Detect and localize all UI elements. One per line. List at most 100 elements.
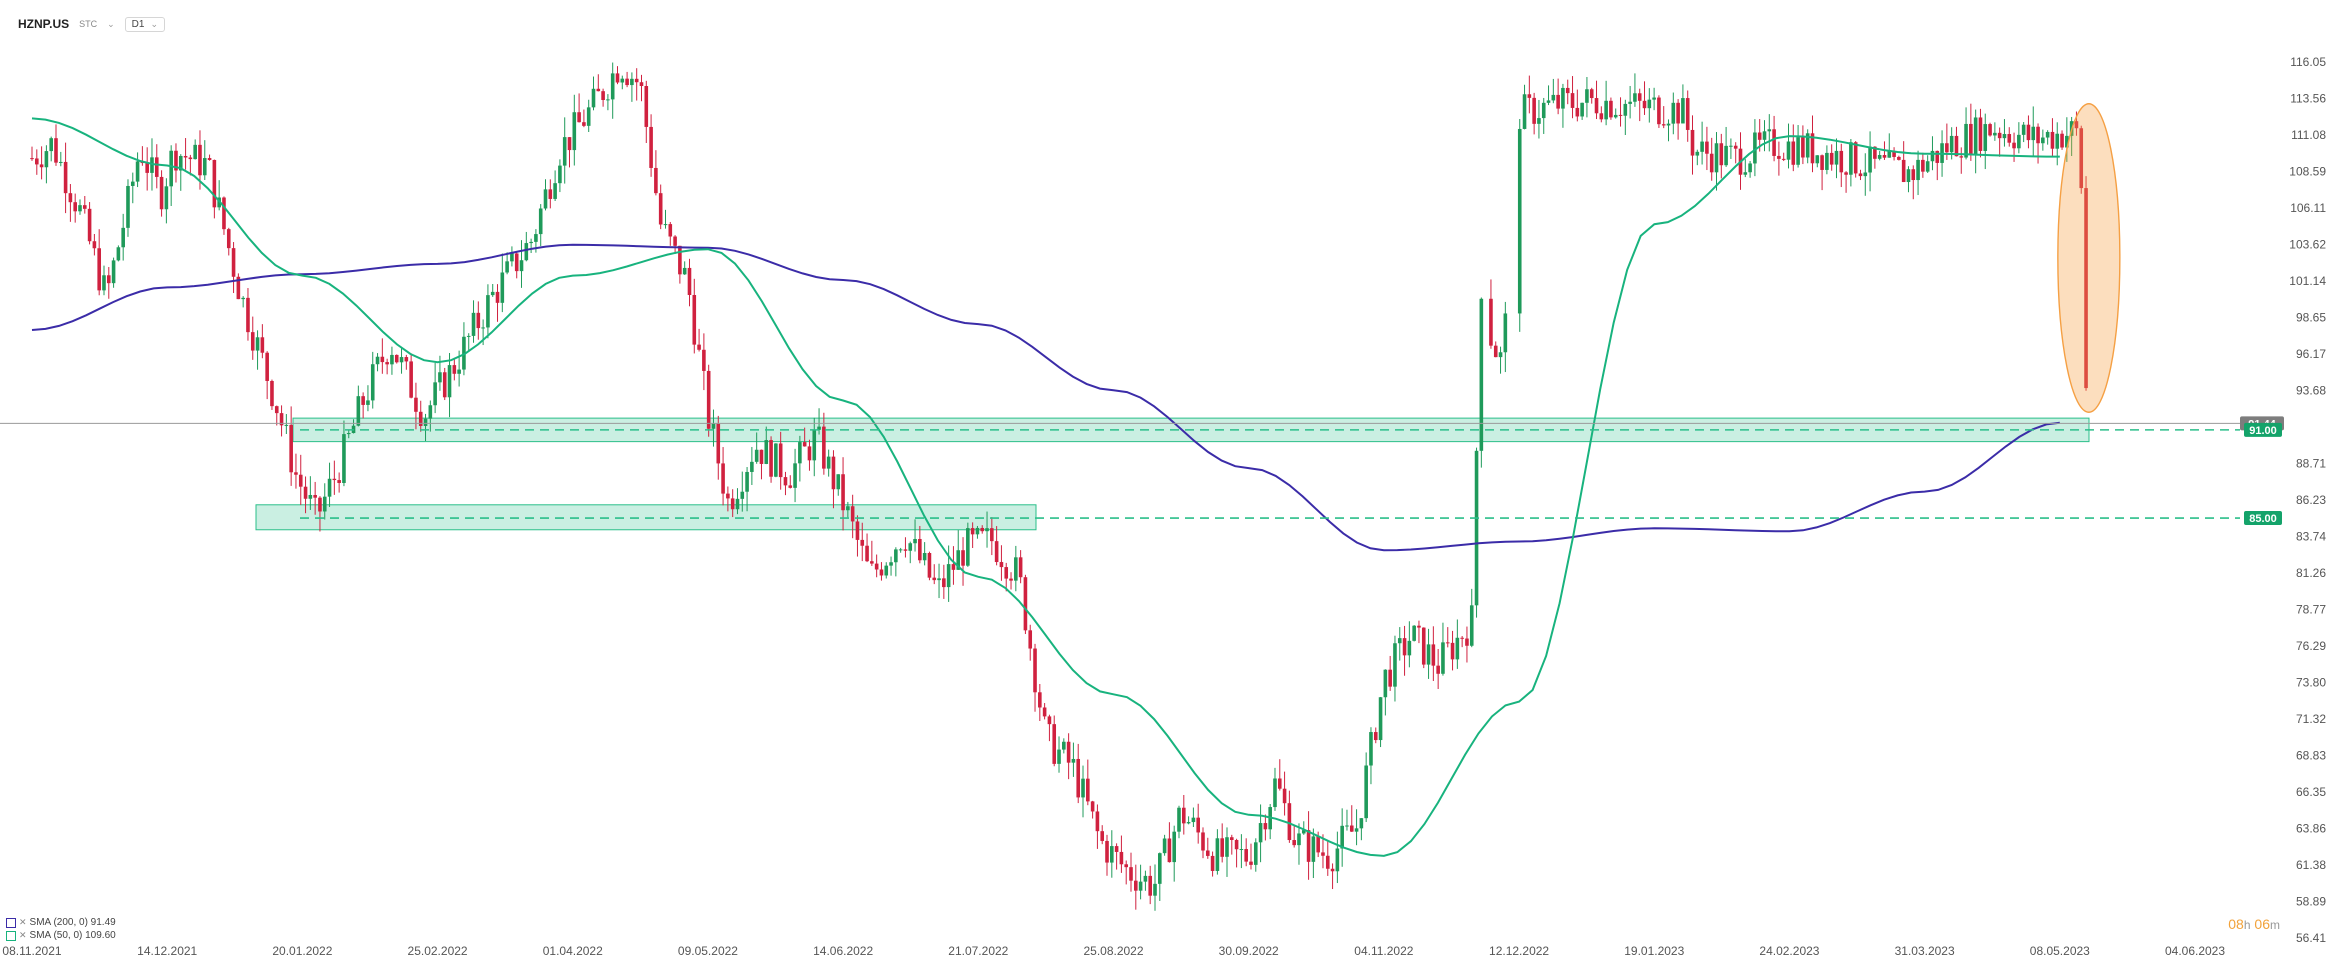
close-icon[interactable]: ✕ — [19, 917, 27, 927]
candle — [908, 541, 913, 564]
candle — [1321, 834, 1325, 869]
candle-body — [154, 157, 159, 177]
candle-body — [778, 443, 783, 478]
candle-body — [150, 157, 154, 173]
candle — [2031, 106, 2036, 157]
candle — [1853, 141, 1858, 178]
candle — [1537, 99, 1541, 139]
candle — [212, 159, 217, 219]
candle-body — [1263, 823, 1268, 830]
candle-body — [289, 424, 293, 473]
y-tick-label: 98.65 — [2296, 310, 2326, 324]
candle-body — [1158, 853, 1162, 884]
candle-body — [596, 88, 601, 92]
candle — [1258, 804, 1263, 863]
candle-body — [1925, 161, 1930, 172]
candle-body — [697, 344, 701, 350]
candle — [639, 74, 644, 102]
candle-body — [428, 405, 433, 419]
candle-body — [1167, 838, 1172, 863]
candle — [529, 238, 533, 253]
candle-body — [927, 553, 932, 578]
candle — [1599, 106, 1604, 123]
candle-body — [606, 99, 610, 101]
candle — [394, 354, 399, 364]
legend-item-sma200[interactable]: ✕ SMA (200, 0) 91.49 — [6, 916, 116, 929]
candle — [49, 136, 53, 162]
candle — [2050, 118, 2055, 157]
candle — [1652, 87, 1656, 111]
candle — [1297, 823, 1301, 865]
candle — [294, 453, 298, 489]
timeframe-select[interactable]: D1 ⌄ — [124, 16, 166, 32]
candle-body — [1071, 758, 1076, 763]
candle-body — [1066, 741, 1071, 763]
candle-body — [610, 73, 615, 100]
candle-body — [1973, 117, 1978, 155]
candle-body — [1057, 749, 1061, 764]
candle — [399, 347, 404, 374]
candle-body — [404, 357, 409, 362]
candle-body — [961, 550, 965, 566]
candle — [495, 284, 500, 322]
candle-body — [673, 236, 677, 246]
legend-item-sma50[interactable]: ✕ SMA (50, 0) 109.60 — [6, 929, 116, 942]
candle — [1796, 125, 1800, 168]
candle-body — [471, 312, 476, 336]
candle — [1249, 843, 1253, 870]
candle-body — [1474, 450, 1479, 606]
candle-body — [994, 541, 999, 563]
candle-body — [1215, 838, 1220, 871]
candle-body — [265, 352, 269, 381]
close-icon[interactable]: ✕ — [19, 930, 27, 940]
indicator-settings-icon[interactable] — [6, 917, 16, 928]
candle-body — [2041, 137, 2045, 144]
candle — [1690, 115, 1695, 175]
candle — [1815, 155, 1820, 168]
candle — [562, 117, 567, 184]
candle — [1277, 759, 1282, 791]
annotations — [2057, 103, 2121, 413]
candle-body — [601, 91, 605, 101]
candle-body — [1292, 840, 1296, 846]
candle-body — [1095, 811, 1100, 832]
countdown-minutes: 06 — [2254, 916, 2270, 932]
candle — [241, 296, 245, 308]
candle — [990, 517, 994, 556]
candle-body — [92, 241, 97, 249]
symbol-label[interactable]: HZNP.US — [18, 17, 70, 31]
candle — [1527, 75, 1532, 114]
candle-body — [1681, 98, 1685, 124]
candle — [255, 330, 260, 370]
candle — [812, 417, 817, 477]
candle-body — [1777, 155, 1781, 159]
candle-body — [375, 356, 380, 365]
candle — [1877, 151, 1882, 161]
candle — [1479, 297, 1484, 468]
candle-body — [279, 413, 284, 426]
candle-body — [1532, 97, 1536, 124]
indicator-settings-icon[interactable] — [6, 930, 16, 941]
candle-body — [826, 456, 831, 469]
candle — [1436, 649, 1440, 689]
chevron-down-icon[interactable]: ⌄ — [107, 18, 115, 29]
candle — [2036, 123, 2040, 164]
candle — [342, 420, 346, 487]
candle — [932, 564, 937, 585]
x-tick-label: 25.08.2022 — [1083, 944, 1143, 958]
candle — [1407, 621, 1412, 668]
candle — [116, 245, 121, 262]
candle-body — [980, 527, 985, 532]
candle-body — [1373, 732, 1378, 741]
candle-body — [1081, 778, 1085, 798]
candle — [985, 511, 989, 548]
candle-body — [1489, 298, 1493, 346]
candle — [721, 447, 725, 506]
candle-body — [951, 564, 956, 570]
candle-body — [2012, 142, 2016, 149]
candle — [596, 74, 601, 92]
candle-body — [1964, 123, 1968, 158]
candle-body — [1969, 123, 1973, 155]
candle-body — [1258, 823, 1263, 843]
